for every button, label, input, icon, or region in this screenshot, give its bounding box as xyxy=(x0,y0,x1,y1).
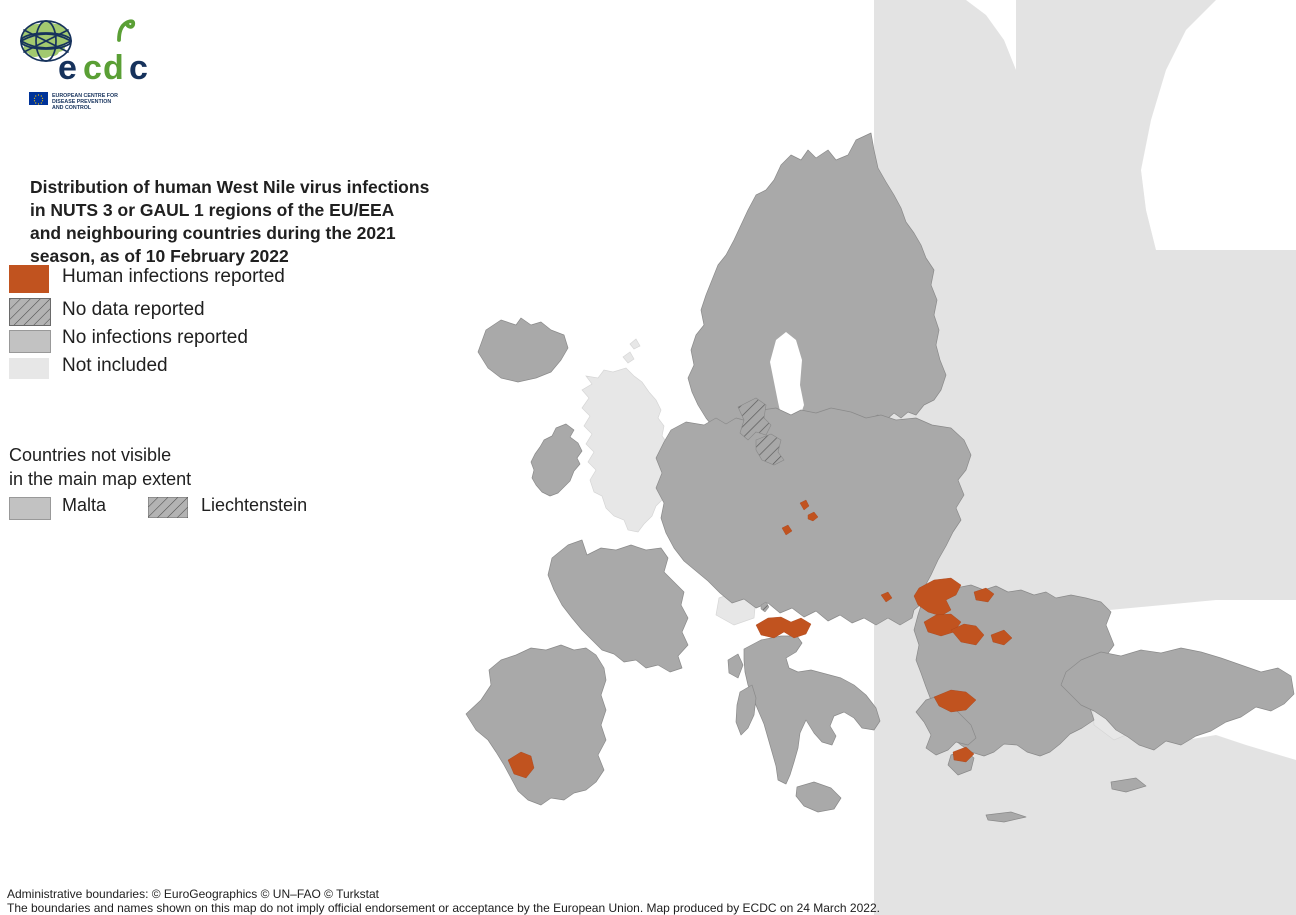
svg-text:d: d xyxy=(103,49,123,87)
svg-text:c: c xyxy=(83,49,101,87)
svg-text:c: c xyxy=(129,49,147,87)
svg-text:AND CONTROL: AND CONTROL xyxy=(52,105,92,111)
svg-text:e: e xyxy=(58,49,76,87)
